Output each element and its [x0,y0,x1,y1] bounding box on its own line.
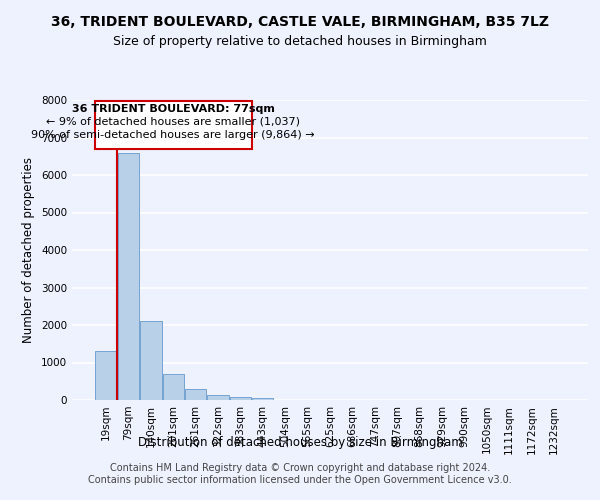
FancyBboxPatch shape [95,101,251,149]
Y-axis label: Number of detached properties: Number of detached properties [22,157,35,343]
Bar [95,351,117,400]
Bar [140,322,161,400]
Bar [118,152,139,400]
Bar [185,389,206,400]
Text: Distribution of detached houses by size in Birmingham: Distribution of detached houses by size … [137,436,463,449]
Text: 90% of semi-detached houses are larger (9,864) →: 90% of semi-detached houses are larger (… [31,130,315,140]
Text: 36 TRIDENT BOULEVARD: 77sqm: 36 TRIDENT BOULEVARD: 77sqm [72,104,275,114]
Bar [230,396,251,400]
Bar [163,374,184,400]
Bar [208,395,229,400]
Text: Size of property relative to detached houses in Birmingham: Size of property relative to detached ho… [113,35,487,48]
Text: Contains HM Land Registry data © Crown copyright and database right 2024.
Contai: Contains HM Land Registry data © Crown c… [88,464,512,485]
Text: ← 9% of detached houses are smaller (1,037): ← 9% of detached houses are smaller (1,0… [46,117,300,127]
Bar [252,398,274,400]
Text: 36, TRIDENT BOULEVARD, CASTLE VALE, BIRMINGHAM, B35 7LZ: 36, TRIDENT BOULEVARD, CASTLE VALE, BIRM… [51,15,549,29]
